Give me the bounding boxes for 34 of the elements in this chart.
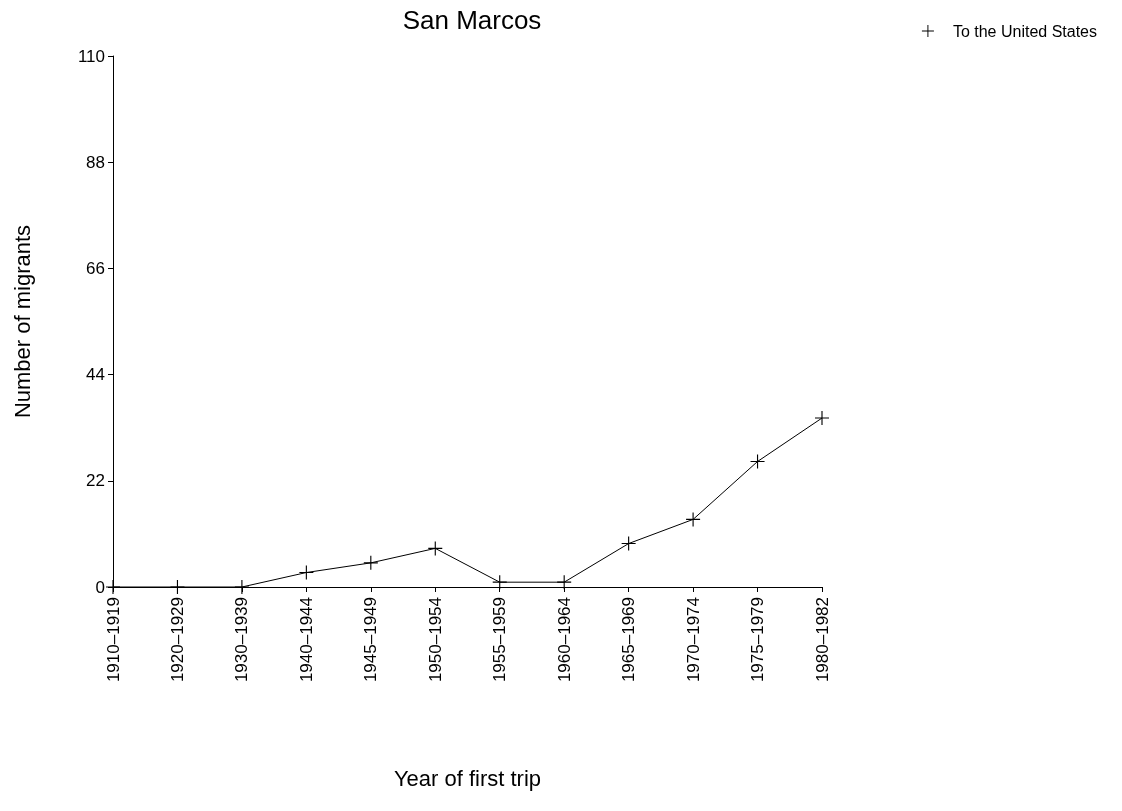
chart-title: San Marcos — [402, 5, 542, 35]
y-tick-label: 44 — [86, 365, 105, 385]
point — [750, 454, 765, 469]
y-tick-label: 22 — [86, 471, 105, 491]
point — [621, 536, 636, 551]
y-tick-label: 66 — [86, 258, 105, 278]
x-tick-label: 1965–1969 — [619, 597, 639, 683]
y-tick-label: 88 — [86, 152, 105, 172]
point — [363, 555, 378, 570]
x-tick-label: 1975–1979 — [748, 597, 768, 683]
x-tick-label: 1955–1959 — [490, 597, 510, 683]
point — [234, 580, 249, 594]
x-tick-label: 1950–1954 — [425, 597, 445, 683]
x-tick-label: 1945–1949 — [361, 597, 381, 683]
x-tick-label: 1910–1919 — [103, 597, 123, 683]
x-axis-title: Year of first trip — [393, 765, 542, 791]
x-tick-label: 1940–1944 — [296, 597, 316, 683]
point — [299, 565, 314, 580]
point — [815, 411, 829, 426]
point — [492, 575, 507, 590]
x-tick-label: 1930–1939 — [232, 597, 252, 683]
legend-label: To the United States — [952, 22, 1098, 40]
x-tick-label: 1920–1929 — [167, 597, 187, 683]
x-tick-label: 1960–1964 — [554, 597, 574, 683]
point — [428, 541, 443, 556]
x-tick-label: 1970–1974 — [683, 597, 703, 683]
point — [106, 580, 120, 594]
point — [557, 575, 572, 590]
point — [686, 512, 701, 527]
point — [170, 580, 185, 594]
y-tick-label: 0 — [95, 577, 105, 597]
x-tick-label: 1980–1982 — [812, 597, 832, 683]
y-axis-title: Number of migrants — [9, 224, 35, 419]
y-tick-label: 110 — [77, 46, 105, 66]
